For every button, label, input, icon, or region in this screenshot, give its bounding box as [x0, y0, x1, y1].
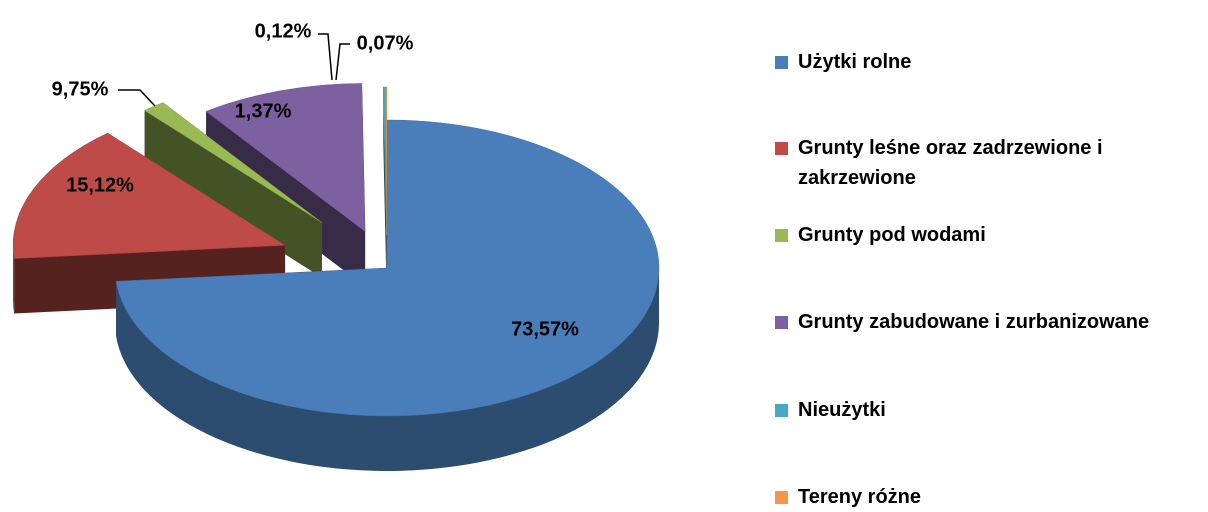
- pie-tops: [12, 83, 660, 417]
- leader-lines: [118, 33, 350, 107]
- legend-item: Grunty leśne oraz zadrzewione i zakrzewi…: [775, 133, 1195, 193]
- slice: [144, 102, 323, 223]
- slice-wall: [116, 268, 660, 471]
- legend-swatch: [775, 404, 788, 417]
- slice-side: [383, 87, 387, 291]
- data-label: 1,37%: [235, 100, 292, 122]
- legend-swatch: [775, 491, 788, 504]
- legend-swatch: [775, 56, 788, 69]
- legend-label: Użytki rolne: [798, 51, 912, 73]
- data-labels: 73,57% 15,12% 1,37% 9,75% 0,12% 0,07%: [52, 20, 579, 340]
- legend-item: Użytki rolne: [775, 47, 1195, 77]
- slice: [205, 83, 366, 232]
- legend-label: Nieużytki: [798, 399, 886, 421]
- slice: [385, 86, 388, 236]
- leader-line: [118, 89, 156, 107]
- legend-swatch: [775, 142, 788, 155]
- legend-item: Grunty pod wodami: [775, 220, 1195, 250]
- data-label: 15,12%: [66, 174, 134, 196]
- legend-swatch: [775, 316, 788, 329]
- leader-line: [335, 43, 350, 81]
- legend-item: Tereny różne: [775, 482, 1195, 512]
- legend-label: Grunty leśne oraz zadrzewione i zakrzewi…: [798, 137, 1103, 189]
- slice: [115, 119, 660, 417]
- slice-wall: [13, 245, 15, 314]
- legend-label: Grunty zabudowane i zurbanizowane: [798, 311, 1150, 333]
- chart: 73,57% 15,12% 1,37% 9,75% 0,12% 0,07%: [12, 20, 660, 471]
- data-label: 73,57%: [511, 318, 579, 340]
- leader-line: [318, 33, 333, 81]
- slice: [383, 86, 387, 236]
- legend-item: Nieużytki: [775, 395, 1195, 425]
- data-label: 0,07%: [357, 32, 414, 54]
- slice: [12, 132, 286, 259]
- data-label: 9,75%: [52, 78, 109, 100]
- legend-swatch: [775, 229, 788, 242]
- legend-label: Grunty pod wodami: [798, 224, 986, 246]
- legend-label: Tereny różne: [798, 486, 921, 508]
- legend-item: Grunty zabudowane i zurbanizowane: [775, 307, 1195, 337]
- data-label: 0,12%: [255, 20, 312, 42]
